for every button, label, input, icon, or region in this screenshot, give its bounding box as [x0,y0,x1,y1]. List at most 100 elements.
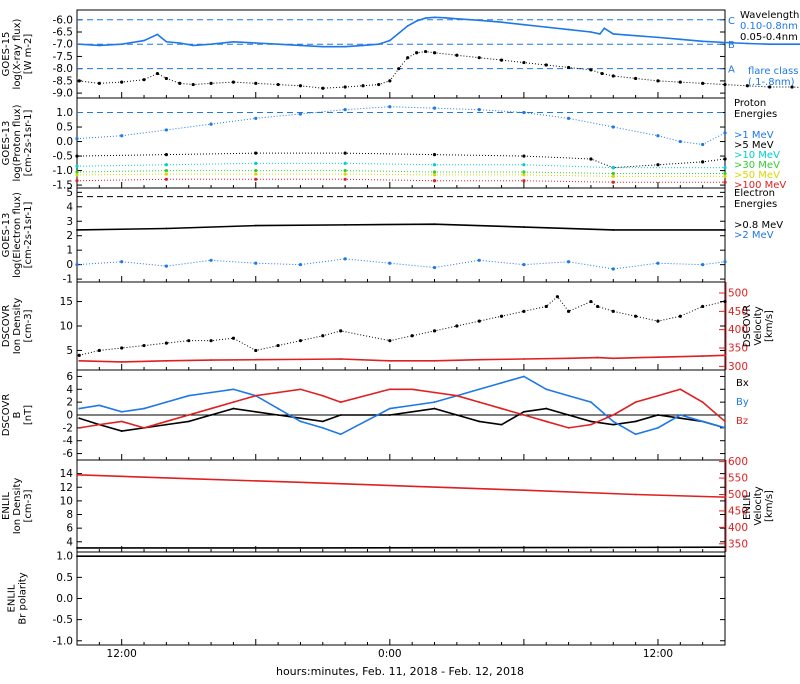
y-tick-label: 5 [66,187,73,199]
y-tick-label: -9.0 [53,88,74,100]
data-point [701,263,705,267]
panel-xray: -6.0-6.5-7.0-7.5-8.0-8.5-9.0 GOES-15log(X… [1,9,800,100]
y-right-tick-label: 300 [728,361,748,373]
data-point [612,33,615,35]
data-point [415,20,418,22]
data-point [433,407,436,410]
y-tick-label: -1.0 [53,635,74,647]
panel-enlil_polarity: 1.0 0.5 0.0 -0.5 -1.0 ENLILBr polarity [7,551,726,647]
y-label-line: DSCOVR [1,394,12,437]
data-point [321,86,325,90]
data-point [165,401,168,404]
data-point [98,44,101,47]
y-label-line: B [12,411,23,418]
data-point [634,314,638,318]
data-point [165,227,168,230]
data-point [254,177,258,181]
data-point [612,229,615,231]
data-point [388,407,391,410]
y-right-label-line: DSCOVR [742,305,753,348]
data-point [701,81,705,85]
data-point [679,38,682,41]
data-point [768,43,771,46]
series-polarity [76,555,726,558]
y-tick-label: 6 [66,523,73,535]
data-point [298,112,303,116]
data-point [344,45,347,48]
data-point [746,42,749,45]
data-point [500,407,503,410]
panel-frame [76,281,726,371]
y-tick-label: 1 [66,245,73,257]
data-point [210,414,212,416]
y-label-line: [cm-2s-1sr-1] [23,109,34,176]
data-point [209,122,213,126]
data-point [299,481,302,484]
y-tick-label: 1.0 [56,107,73,119]
data-point [455,53,459,57]
data-point [657,356,659,359]
data-point [343,161,347,165]
legend: Bx By Bz [736,378,749,427]
data-point [611,166,615,170]
series-line [77,546,726,549]
data-point [210,391,212,394]
data-point [477,108,481,112]
data-point [424,17,427,19]
data-point [165,423,168,426]
y-axis-label: DSCOVRB[nT] [1,394,34,437]
data-point [657,36,659,39]
data-point [411,410,414,413]
y-tick-label: 1.0 [56,551,73,563]
data-point [590,31,592,33]
data-point [164,172,168,176]
y-tick-label: -8.0 [53,63,74,75]
series-line [79,354,726,363]
x-tick-label: 12:00 [643,648,673,660]
data-point [634,76,638,81]
data-point [590,401,592,404]
data-point [209,258,213,262]
legend-entry: Bx [736,378,749,389]
data-point [455,414,458,416]
data-point [232,388,235,391]
data-point [611,174,615,178]
data-point [299,417,302,420]
data-point [433,223,436,226]
data-point [522,358,525,360]
data-point [164,168,168,173]
y-tick-label: 6 [66,371,73,383]
data-point [589,157,593,161]
data-point [343,108,347,112]
y-label-line: GOES-13 [1,121,12,166]
series-trace [76,162,725,169]
data-point [120,420,123,423]
data-point [78,417,81,420]
data-point [276,343,280,348]
data-point [657,426,659,429]
y-right-tick-label: 500 [728,489,748,501]
data-point [522,414,525,416]
y-tick-label: -4 [63,435,74,447]
data-point [598,33,601,35]
data-point [611,309,615,313]
data-point [321,45,324,48]
data-point [432,106,437,110]
y-label-line: ENLIL [7,584,18,612]
data-point [78,426,81,429]
data-point [178,42,181,44]
data-point [656,261,660,265]
legend-entry: 0.05-0.4nm [740,32,798,43]
series--10-mev [75,161,727,170]
data-point [724,420,726,423]
data-point [455,394,458,397]
data-point [97,81,101,85]
y-label-line: log(X-ray flux) [12,18,23,89]
y-label-line: Br polarity [18,572,29,624]
x-axis-label: hours:minutes, Feb. 11, 2018 - Feb. 12, … [276,665,524,678]
series-density [77,295,727,357]
y-axis-label: GOES-13log(Proton flux)[cm-2s-1sr-1] [1,104,34,181]
y-tick-label: -7.5 [53,51,74,63]
panel-dscovr_density: 15105500450400350300DSCOVRVelocity[km/s]… [1,281,775,373]
